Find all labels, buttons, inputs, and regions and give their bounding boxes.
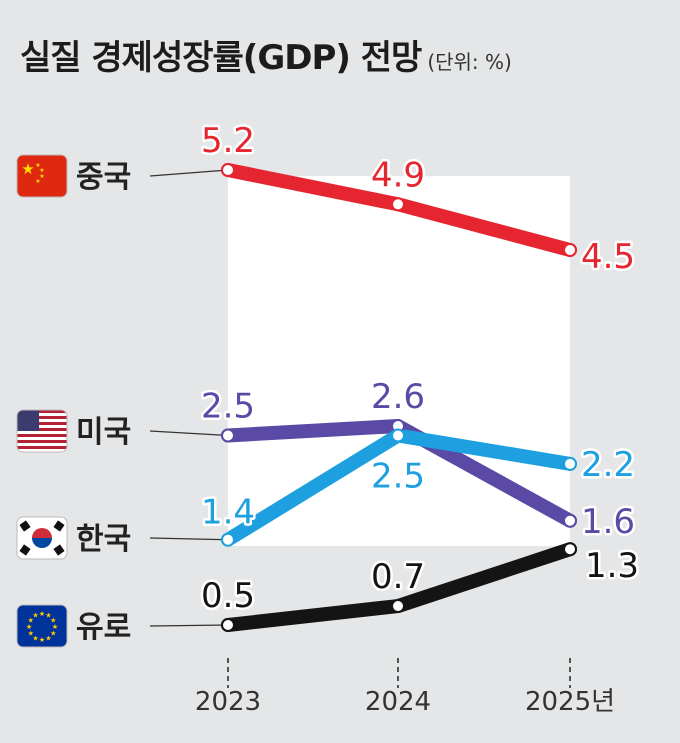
china-flag-icon: ★ ★★★★ <box>16 154 68 198</box>
flag-star: ★ <box>50 630 56 638</box>
x-tick-label: 2023 <box>195 687 261 717</box>
trigram <box>19 520 31 532</box>
flag-field <box>17 155 67 197</box>
data-point <box>563 513 577 528</box>
flag-border <box>16 409 68 453</box>
flag-body <box>17 517 67 559</box>
leader-line <box>149 430 229 437</box>
data-label: 2.5 <box>201 386 255 426</box>
flag-star: ★ <box>39 167 44 174</box>
data-label: 2.2 <box>581 445 635 485</box>
flag-field <box>17 605 67 647</box>
korea-flag-icon <box>16 516 68 560</box>
data-point <box>563 243 577 257</box>
flag-star: ★ <box>39 636 45 644</box>
trigram <box>53 544 65 556</box>
flag-stripe <box>17 416 67 419</box>
data-point <box>563 542 577 557</box>
flag-border <box>16 154 68 198</box>
data-point <box>221 532 235 547</box>
flag-stripe <box>17 410 67 413</box>
trigram <box>19 544 31 556</box>
flag-stripe <box>17 446 67 449</box>
leader-line <box>149 537 229 541</box>
flag-stripe <box>17 434 67 437</box>
flag-stripe <box>17 422 67 425</box>
flag-star: ★ <box>35 162 40 169</box>
flag-star: ★ <box>28 630 34 638</box>
flag-star: ★ <box>50 617 56 625</box>
flag-star: ★ <box>32 612 38 620</box>
data-label: 1.3 <box>585 546 639 586</box>
data-label: 0.7 <box>371 557 425 597</box>
eu-flag-icon: ★★★★★★★★★ ★ ★★ <box>16 604 68 648</box>
flag-body <box>17 410 67 452</box>
data-label: 2.5 <box>371 456 425 496</box>
data-point <box>563 456 577 471</box>
flag-stripe <box>17 440 67 443</box>
data-point <box>221 163 235 177</box>
x-tick-label: 2025년 <box>525 687 615 717</box>
country-label: 유로 <box>76 610 131 645</box>
data-point <box>221 618 235 632</box>
leader-line <box>149 624 229 627</box>
flag-body: ★★★★★★★★★ ★ ★★ <box>17 605 67 647</box>
usa-flag-icon <box>16 409 68 453</box>
data-point <box>391 428 405 443</box>
flag-border <box>16 516 68 560</box>
flag-star: ★ <box>21 160 34 178</box>
data-label: 4.5 <box>581 237 635 277</box>
country-label: 중국 <box>76 160 131 195</box>
data-label: 5.2 <box>201 121 255 161</box>
flag-star: ★ <box>26 623 32 631</box>
data-point <box>221 428 235 443</box>
trigram <box>53 520 65 532</box>
taegeuk-red <box>32 528 52 538</box>
flag-canton <box>17 410 39 431</box>
flag-star: ★ <box>28 617 34 625</box>
data-label: 1.4 <box>201 493 255 533</box>
chart-title-group: 실질 경제성장률(GDP) 전망 (단위: %) <box>20 30 512 79</box>
data-label: 1.6 <box>581 502 635 542</box>
country-label: 미국 <box>76 415 131 450</box>
flag-star: ★ <box>45 634 51 642</box>
flag-star: ★ <box>35 178 40 185</box>
country-label: 한국 <box>76 522 131 557</box>
unit-note: (단위: %) <box>427 50 512 74</box>
data-label: 2.6 <box>371 377 425 417</box>
flag-star: ★ <box>45 612 51 620</box>
data-label: 0.5 <box>201 576 255 616</box>
chart-title: 실질 경제성장률(GDP) 전망 <box>20 38 422 78</box>
flag-star: ★ <box>32 634 38 642</box>
leader-line <box>149 169 229 177</box>
flag-stripe <box>17 428 67 431</box>
flag-star: ★ <box>39 173 44 180</box>
taegeuk-blue <box>32 538 52 548</box>
x-tick-label: 2024 <box>365 687 431 717</box>
flag-star: ★ <box>52 623 58 631</box>
data-label: 4.9 <box>371 155 425 195</box>
flag-star: ★ <box>39 610 45 618</box>
flag-border <box>16 604 68 648</box>
data-point <box>391 197 405 212</box>
data-point <box>391 599 405 614</box>
flag-body: ★ ★★★★ <box>17 155 67 197</box>
